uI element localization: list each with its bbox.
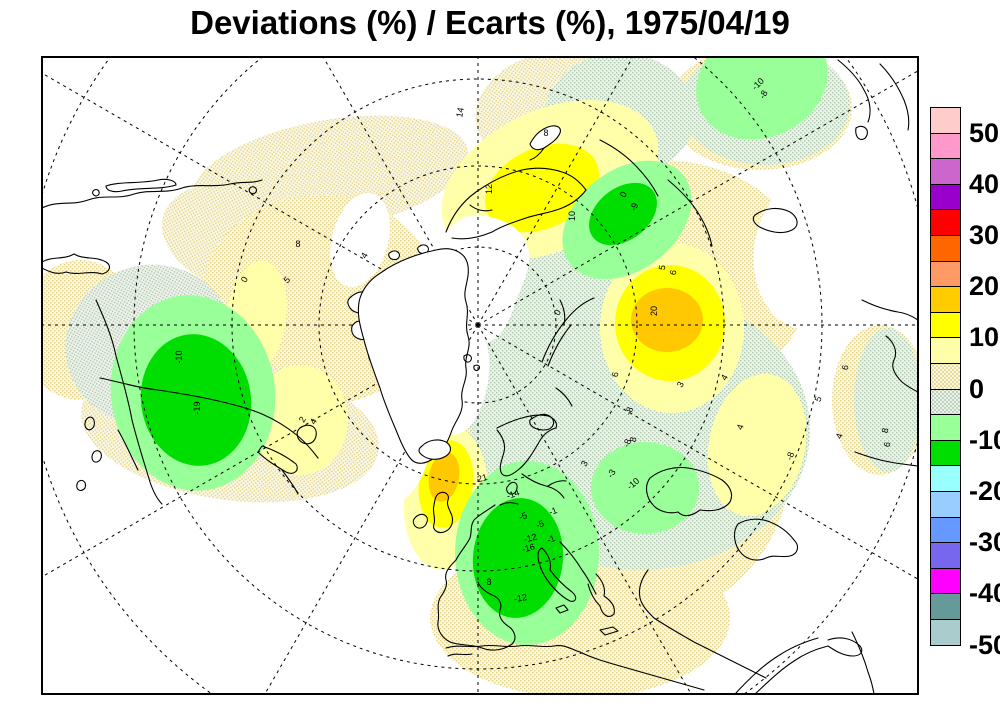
light-green-region bbox=[591, 442, 699, 534]
station-value-label: 8 bbox=[486, 577, 491, 587]
station-value-label: 8 bbox=[295, 239, 300, 249]
green-region bbox=[472, 498, 564, 618]
station-value-label: -5 bbox=[534, 518, 545, 530]
no-data-cutouts-1 bbox=[330, 174, 871, 330]
colorbar-swatch bbox=[930, 567, 961, 595]
station-value-label: 6 bbox=[882, 441, 893, 448]
station-value-label: 8 bbox=[628, 436, 639, 443]
station-value-label: 5 bbox=[657, 264, 668, 271]
colorbar-swatch bbox=[930, 337, 961, 364]
pale-yellow-region bbox=[252, 365, 348, 475]
colorbar-swatch bbox=[930, 439, 961, 467]
station-value-label: 21 bbox=[476, 472, 488, 484]
colorbar-swatch bbox=[930, 311, 961, 339]
station-value-label: -12 bbox=[513, 592, 528, 604]
colorbar-swatch bbox=[930, 183, 961, 211]
station-value-label: 4 bbox=[719, 373, 730, 382]
station-value-label: 5 bbox=[813, 395, 824, 403]
station-value-label: 14 bbox=[454, 107, 466, 119]
colorbar-swatch bbox=[930, 516, 961, 544]
station-value-label: 4 bbox=[834, 432, 845, 440]
colorbar-tick-label: -20 bbox=[969, 476, 1000, 506]
colorbar-tick-label: 50 bbox=[969, 117, 1000, 148]
station-value-label: -16 bbox=[521, 542, 536, 555]
colorbar-swatch bbox=[930, 414, 961, 441]
station-value-label: 3 bbox=[579, 459, 590, 468]
colorbar-tick-label: 20 bbox=[969, 271, 1000, 302]
station-value-label: 12 bbox=[484, 184, 494, 194]
colorbar-swatch bbox=[930, 465, 961, 492]
colorbar-swatch bbox=[930, 491, 961, 518]
colorbar-legend: 50 40 30 20 10 0 -10 -20 -30 -40 -50 bbox=[930, 107, 1000, 667]
station-value-label: 2 bbox=[297, 415, 308, 424]
station-value-label: -8 bbox=[621, 437, 633, 448]
station-value-label: 0 bbox=[239, 275, 250, 284]
station-value-label: 4 bbox=[735, 423, 746, 431]
station-value-label: -1 bbox=[545, 533, 556, 545]
colorbar-swatch bbox=[930, 132, 961, 160]
station-value-label: 8 bbox=[543, 128, 548, 138]
colorbar-tick-label: -50 bbox=[969, 629, 1000, 660]
station-value-label: -5 bbox=[517, 510, 528, 522]
colorbar-tick-label: -40 bbox=[969, 578, 1000, 609]
station-value-label: -9 bbox=[628, 201, 640, 212]
station-value-label: 4 bbox=[308, 417, 319, 426]
colorbar-swatch bbox=[930, 158, 961, 185]
anomaly-blobs bbox=[110, 57, 828, 645]
colorbar-swatch bbox=[930, 363, 961, 390]
colorbar-swatch bbox=[930, 260, 961, 288]
map-frame bbox=[41, 56, 919, 695]
colorbar-tick-label: -10 bbox=[969, 424, 1000, 455]
coastlines bbox=[42, 59, 918, 694]
station-value-label: 6 bbox=[840, 364, 851, 371]
station-value-label: -10 bbox=[174, 350, 184, 363]
station-value-label: -19 bbox=[192, 401, 202, 414]
chart-title: Deviations (%) / Ecarts (%), 1975/04/19 bbox=[190, 4, 790, 41]
station-value-label: 5 bbox=[282, 275, 293, 286]
station-value-label: 8 bbox=[880, 427, 891, 434]
colorbar-tick-label: 0 bbox=[969, 373, 985, 404]
station-value-label: 0 bbox=[618, 190, 629, 199]
station-value-label: 4 bbox=[359, 251, 370, 260]
gold-region bbox=[631, 288, 703, 352]
colorbar-swatch bbox=[930, 107, 961, 134]
station-value-label: -8 bbox=[784, 450, 796, 461]
colorbar-swatch bbox=[930, 235, 961, 262]
colorbar-tick-label: 40 bbox=[969, 168, 1000, 199]
station-value-label: 10 bbox=[567, 211, 577, 221]
green-region bbox=[589, 182, 657, 246]
colorbar-tick-label: 10 bbox=[969, 322, 1000, 353]
green-region bbox=[140, 334, 252, 466]
station-value-label: -1 bbox=[547, 505, 558, 517]
station-value-label: -3 bbox=[605, 468, 618, 480]
station-value-label: 20 bbox=[649, 306, 659, 316]
colorbar-swatch bbox=[930, 542, 961, 569]
station-value-label: 6 bbox=[668, 269, 679, 276]
station-value-label: -12 bbox=[523, 532, 538, 545]
colorbar-swatch bbox=[930, 388, 961, 416]
station-value-label: 3 bbox=[675, 380, 686, 389]
colorbar-tick-label: 30 bbox=[969, 220, 1000, 250]
station-value-label: -8 bbox=[623, 405, 635, 416]
colorbar-swatch bbox=[930, 286, 961, 313]
light-green-region bbox=[696, 57, 828, 140]
gold-region bbox=[428, 452, 460, 502]
station-value-label: -8 bbox=[757, 89, 770, 101]
station-value-label: 0 bbox=[552, 308, 563, 317]
colorbar-swatch bbox=[930, 619, 961, 646]
colorbar-tick-label: -30 bbox=[969, 527, 1000, 558]
station-value-label: 6 bbox=[610, 371, 621, 378]
pale-yellow-region bbox=[707, 373, 807, 517]
colorbar-swatch bbox=[930, 593, 961, 620]
station-value-label: -14 bbox=[505, 487, 521, 501]
colorbar-swatch bbox=[930, 209, 961, 236]
